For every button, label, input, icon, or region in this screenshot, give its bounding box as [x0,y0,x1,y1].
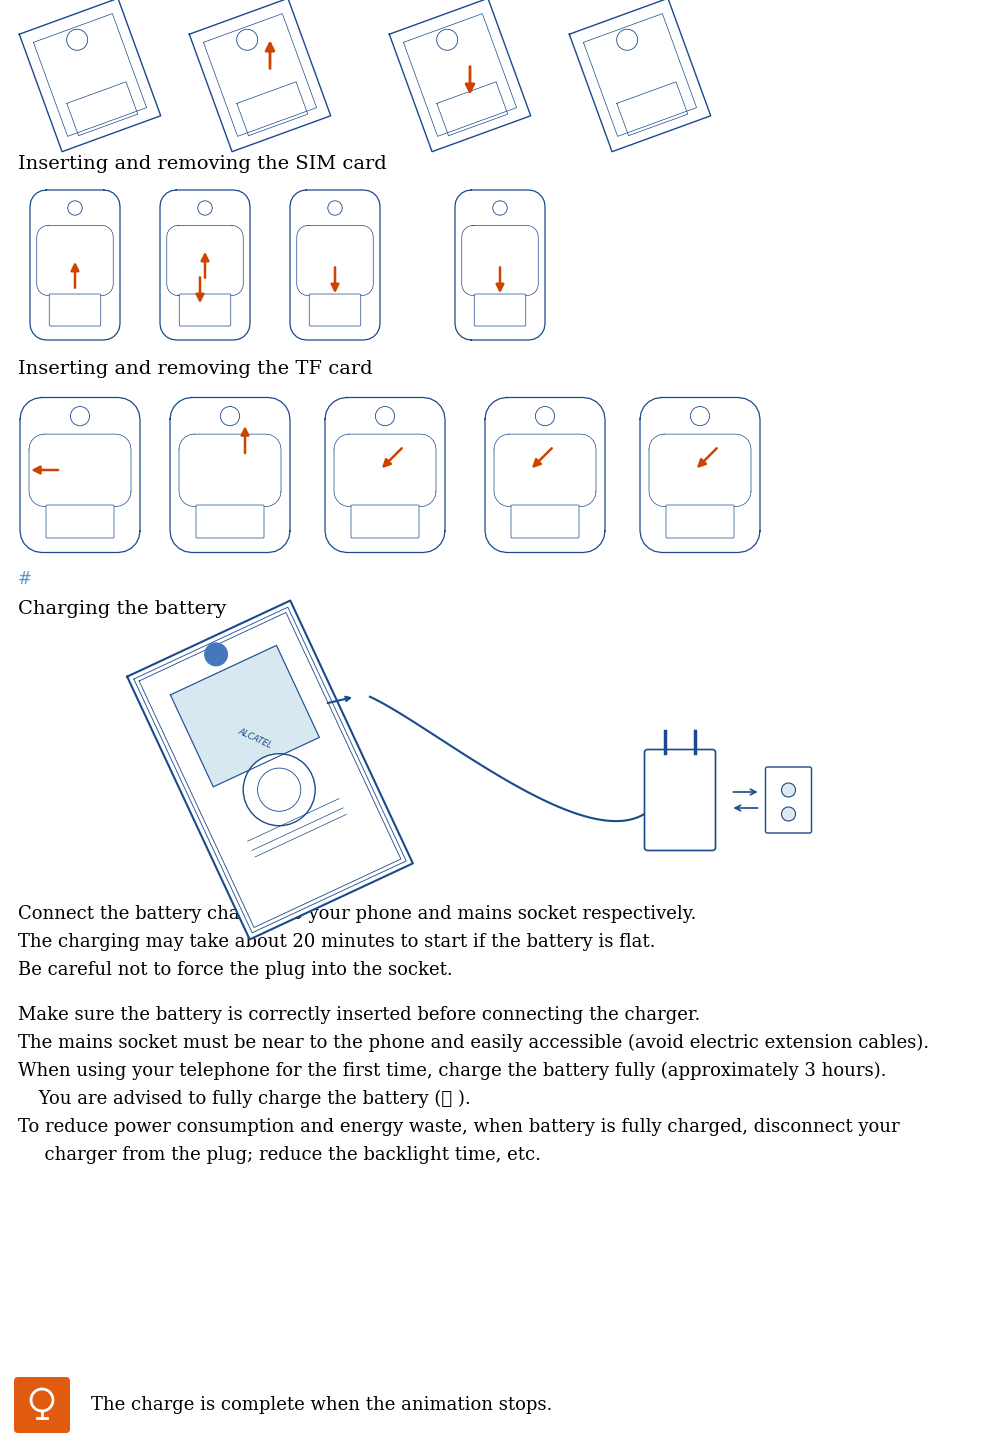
Circle shape [327,201,342,215]
Circle shape [493,201,507,215]
Polygon shape [19,0,161,151]
Circle shape [220,407,240,426]
Text: The mains socket must be near to the phone and easily accessible (avoid electric: The mains socket must be near to the pho… [18,1033,930,1052]
FancyBboxPatch shape [46,506,114,538]
Polygon shape [485,398,605,552]
Polygon shape [569,0,710,151]
Polygon shape [189,0,330,151]
Polygon shape [20,398,140,552]
Circle shape [66,29,87,51]
Polygon shape [171,645,319,788]
FancyBboxPatch shape [666,506,734,538]
Text: Be careful not to force the plug into the socket.: Be careful not to force the plug into th… [18,960,452,979]
Polygon shape [30,190,120,340]
FancyBboxPatch shape [310,294,361,325]
Text: To reduce power consumption and energy waste, when battery is fully charged, dis: To reduce power consumption and energy w… [18,1117,900,1136]
FancyBboxPatch shape [511,506,579,538]
Text: The charging may take about 20 minutes to start if the battery is flat.: The charging may take about 20 minutes t… [18,933,656,952]
Circle shape [782,783,796,798]
Text: The charge is complete when the animation stops.: The charge is complete when the animatio… [91,1396,553,1414]
Polygon shape [455,190,545,340]
Polygon shape [640,398,760,552]
Circle shape [690,407,709,426]
Text: When using your telephone for the first time, charge the battery fully (approxim: When using your telephone for the first … [18,1062,887,1080]
Polygon shape [160,190,250,340]
FancyBboxPatch shape [351,506,419,538]
Text: charger from the plug; reduce the backlight time, etc.: charger from the plug; reduce the backli… [33,1146,541,1164]
Circle shape [617,29,638,51]
Circle shape [243,754,315,825]
FancyBboxPatch shape [645,750,715,850]
Text: You are advised to fully charge the battery (⎙ ).: You are advised to fully charge the batt… [33,1090,471,1109]
Circle shape [258,769,301,811]
Polygon shape [389,0,531,151]
Polygon shape [127,600,413,940]
Circle shape [237,29,258,51]
Text: Make sure the battery is correctly inserted before connecting the charger.: Make sure the battery is correctly inser… [18,1005,700,1024]
Text: Charging the battery: Charging the battery [18,600,226,618]
FancyBboxPatch shape [50,294,101,325]
Polygon shape [290,190,380,340]
Circle shape [67,201,82,215]
Circle shape [197,201,212,215]
Text: Connect the battery charger to your phone and mains socket respectively.: Connect the battery charger to your phon… [18,905,696,923]
Circle shape [436,29,457,51]
Text: #: # [18,570,32,588]
Text: Inserting and removing the TF card: Inserting and removing the TF card [18,360,373,378]
Text: Inserting and removing the SIM card: Inserting and removing the SIM card [18,155,387,173]
FancyBboxPatch shape [766,767,811,833]
FancyBboxPatch shape [180,294,231,325]
Polygon shape [325,398,445,552]
FancyBboxPatch shape [474,294,526,325]
Circle shape [375,407,395,426]
FancyBboxPatch shape [14,1377,70,1433]
Circle shape [536,407,555,426]
Text: ALCATEL: ALCATEL [237,726,274,750]
Circle shape [70,407,89,426]
Circle shape [782,806,796,821]
Polygon shape [170,398,290,552]
Circle shape [204,642,228,667]
FancyBboxPatch shape [196,506,264,538]
